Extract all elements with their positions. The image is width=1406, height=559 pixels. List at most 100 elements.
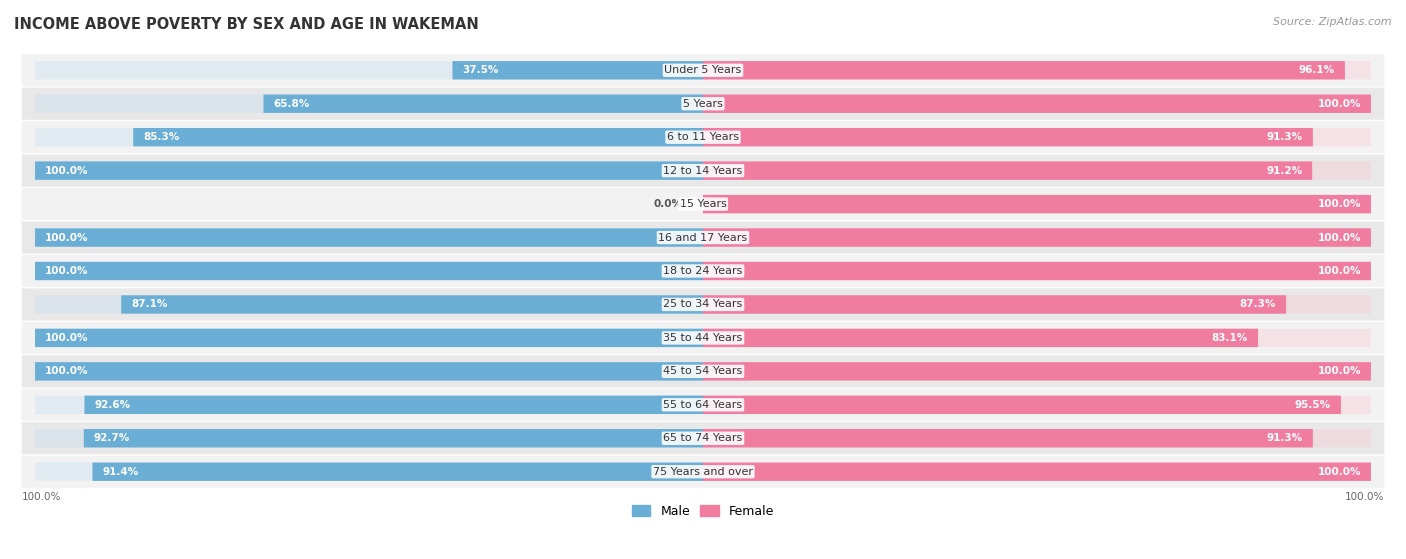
Text: 16 and 17 Years: 16 and 17 Years	[658, 233, 748, 243]
Text: 91.4%: 91.4%	[103, 467, 139, 477]
Legend: Male, Female: Male, Female	[627, 500, 779, 523]
FancyBboxPatch shape	[121, 295, 703, 314]
FancyBboxPatch shape	[703, 228, 1371, 247]
FancyBboxPatch shape	[35, 329, 703, 347]
FancyBboxPatch shape	[703, 429, 1313, 447]
Text: 65.8%: 65.8%	[274, 99, 309, 109]
FancyBboxPatch shape	[21, 389, 1385, 421]
Text: 91.3%: 91.3%	[1267, 433, 1303, 443]
Text: 100.0%: 100.0%	[1346, 492, 1385, 503]
FancyBboxPatch shape	[35, 329, 703, 347]
FancyBboxPatch shape	[703, 329, 1371, 347]
Text: 12 to 14 Years: 12 to 14 Years	[664, 165, 742, 176]
Text: INCOME ABOVE POVERTY BY SEX AND AGE IN WAKEMAN: INCOME ABOVE POVERTY BY SEX AND AGE IN W…	[14, 17, 479, 32]
FancyBboxPatch shape	[93, 462, 703, 481]
FancyBboxPatch shape	[35, 262, 703, 280]
FancyBboxPatch shape	[35, 429, 703, 447]
FancyBboxPatch shape	[35, 362, 703, 381]
Text: 87.3%: 87.3%	[1240, 300, 1277, 310]
FancyBboxPatch shape	[21, 54, 1385, 86]
FancyBboxPatch shape	[703, 162, 1371, 180]
FancyBboxPatch shape	[84, 396, 703, 414]
FancyBboxPatch shape	[703, 295, 1371, 314]
FancyBboxPatch shape	[703, 295, 1286, 314]
Text: 0.0%: 0.0%	[654, 199, 683, 209]
Text: 100.0%: 100.0%	[45, 366, 89, 376]
Text: Under 5 Years: Under 5 Years	[665, 65, 741, 75]
FancyBboxPatch shape	[35, 362, 703, 381]
FancyBboxPatch shape	[703, 195, 1371, 214]
Text: 92.6%: 92.6%	[94, 400, 131, 410]
Text: 6 to 11 Years: 6 to 11 Years	[666, 132, 740, 142]
FancyBboxPatch shape	[35, 295, 703, 314]
FancyBboxPatch shape	[21, 422, 1385, 454]
FancyBboxPatch shape	[703, 362, 1371, 381]
Text: 65 to 74 Years: 65 to 74 Years	[664, 433, 742, 443]
FancyBboxPatch shape	[134, 128, 703, 146]
FancyBboxPatch shape	[21, 456, 1385, 488]
Text: 100.0%: 100.0%	[1317, 266, 1361, 276]
FancyBboxPatch shape	[703, 329, 1258, 347]
FancyBboxPatch shape	[35, 396, 703, 414]
FancyBboxPatch shape	[703, 396, 1371, 414]
FancyBboxPatch shape	[703, 195, 1371, 214]
Text: 95.5%: 95.5%	[1295, 400, 1331, 410]
Text: 55 to 64 Years: 55 to 64 Years	[664, 400, 742, 410]
Text: 92.7%: 92.7%	[94, 433, 131, 443]
FancyBboxPatch shape	[21, 255, 1385, 287]
Text: 75 Years and over: 75 Years and over	[652, 467, 754, 477]
FancyBboxPatch shape	[703, 228, 1371, 247]
Text: 100.0%: 100.0%	[45, 165, 89, 176]
Text: 96.1%: 96.1%	[1299, 65, 1334, 75]
FancyBboxPatch shape	[703, 396, 1341, 414]
FancyBboxPatch shape	[703, 462, 1371, 481]
FancyBboxPatch shape	[703, 462, 1371, 481]
FancyBboxPatch shape	[21, 288, 1385, 320]
FancyBboxPatch shape	[703, 128, 1371, 146]
Text: 100.0%: 100.0%	[1317, 99, 1361, 109]
Text: 91.2%: 91.2%	[1265, 165, 1302, 176]
FancyBboxPatch shape	[21, 221, 1385, 254]
Text: 100.0%: 100.0%	[45, 266, 89, 276]
FancyBboxPatch shape	[35, 228, 703, 247]
Text: 15 Years: 15 Years	[679, 199, 727, 209]
FancyBboxPatch shape	[703, 94, 1371, 113]
FancyBboxPatch shape	[84, 429, 703, 447]
FancyBboxPatch shape	[35, 94, 703, 113]
FancyBboxPatch shape	[35, 61, 703, 79]
Text: 5 Years: 5 Years	[683, 99, 723, 109]
Text: 25 to 34 Years: 25 to 34 Years	[664, 300, 742, 310]
Text: 100.0%: 100.0%	[1317, 467, 1361, 477]
FancyBboxPatch shape	[703, 362, 1371, 381]
FancyBboxPatch shape	[35, 462, 703, 481]
FancyBboxPatch shape	[35, 162, 703, 180]
FancyBboxPatch shape	[21, 88, 1385, 120]
Text: 100.0%: 100.0%	[1317, 233, 1361, 243]
FancyBboxPatch shape	[703, 128, 1313, 146]
FancyBboxPatch shape	[703, 94, 1371, 113]
Text: 100.0%: 100.0%	[45, 333, 89, 343]
FancyBboxPatch shape	[35, 262, 703, 280]
FancyBboxPatch shape	[21, 356, 1385, 387]
FancyBboxPatch shape	[263, 94, 703, 113]
FancyBboxPatch shape	[703, 61, 1371, 79]
FancyBboxPatch shape	[35, 162, 703, 180]
Text: 100.0%: 100.0%	[21, 492, 60, 503]
FancyBboxPatch shape	[21, 188, 1385, 220]
FancyBboxPatch shape	[21, 155, 1385, 187]
Text: 18 to 24 Years: 18 to 24 Years	[664, 266, 742, 276]
Text: 100.0%: 100.0%	[1317, 199, 1361, 209]
Text: 100.0%: 100.0%	[45, 233, 89, 243]
Text: 37.5%: 37.5%	[463, 65, 499, 75]
Text: 100.0%: 100.0%	[1317, 366, 1361, 376]
Text: 87.1%: 87.1%	[131, 300, 167, 310]
FancyBboxPatch shape	[703, 61, 1346, 79]
Text: Source: ZipAtlas.com: Source: ZipAtlas.com	[1274, 17, 1392, 27]
Text: 45 to 54 Years: 45 to 54 Years	[664, 366, 742, 376]
FancyBboxPatch shape	[453, 61, 703, 79]
FancyBboxPatch shape	[703, 262, 1371, 280]
FancyBboxPatch shape	[703, 429, 1371, 447]
FancyBboxPatch shape	[35, 228, 703, 247]
Text: 91.3%: 91.3%	[1267, 132, 1303, 142]
FancyBboxPatch shape	[703, 162, 1312, 180]
